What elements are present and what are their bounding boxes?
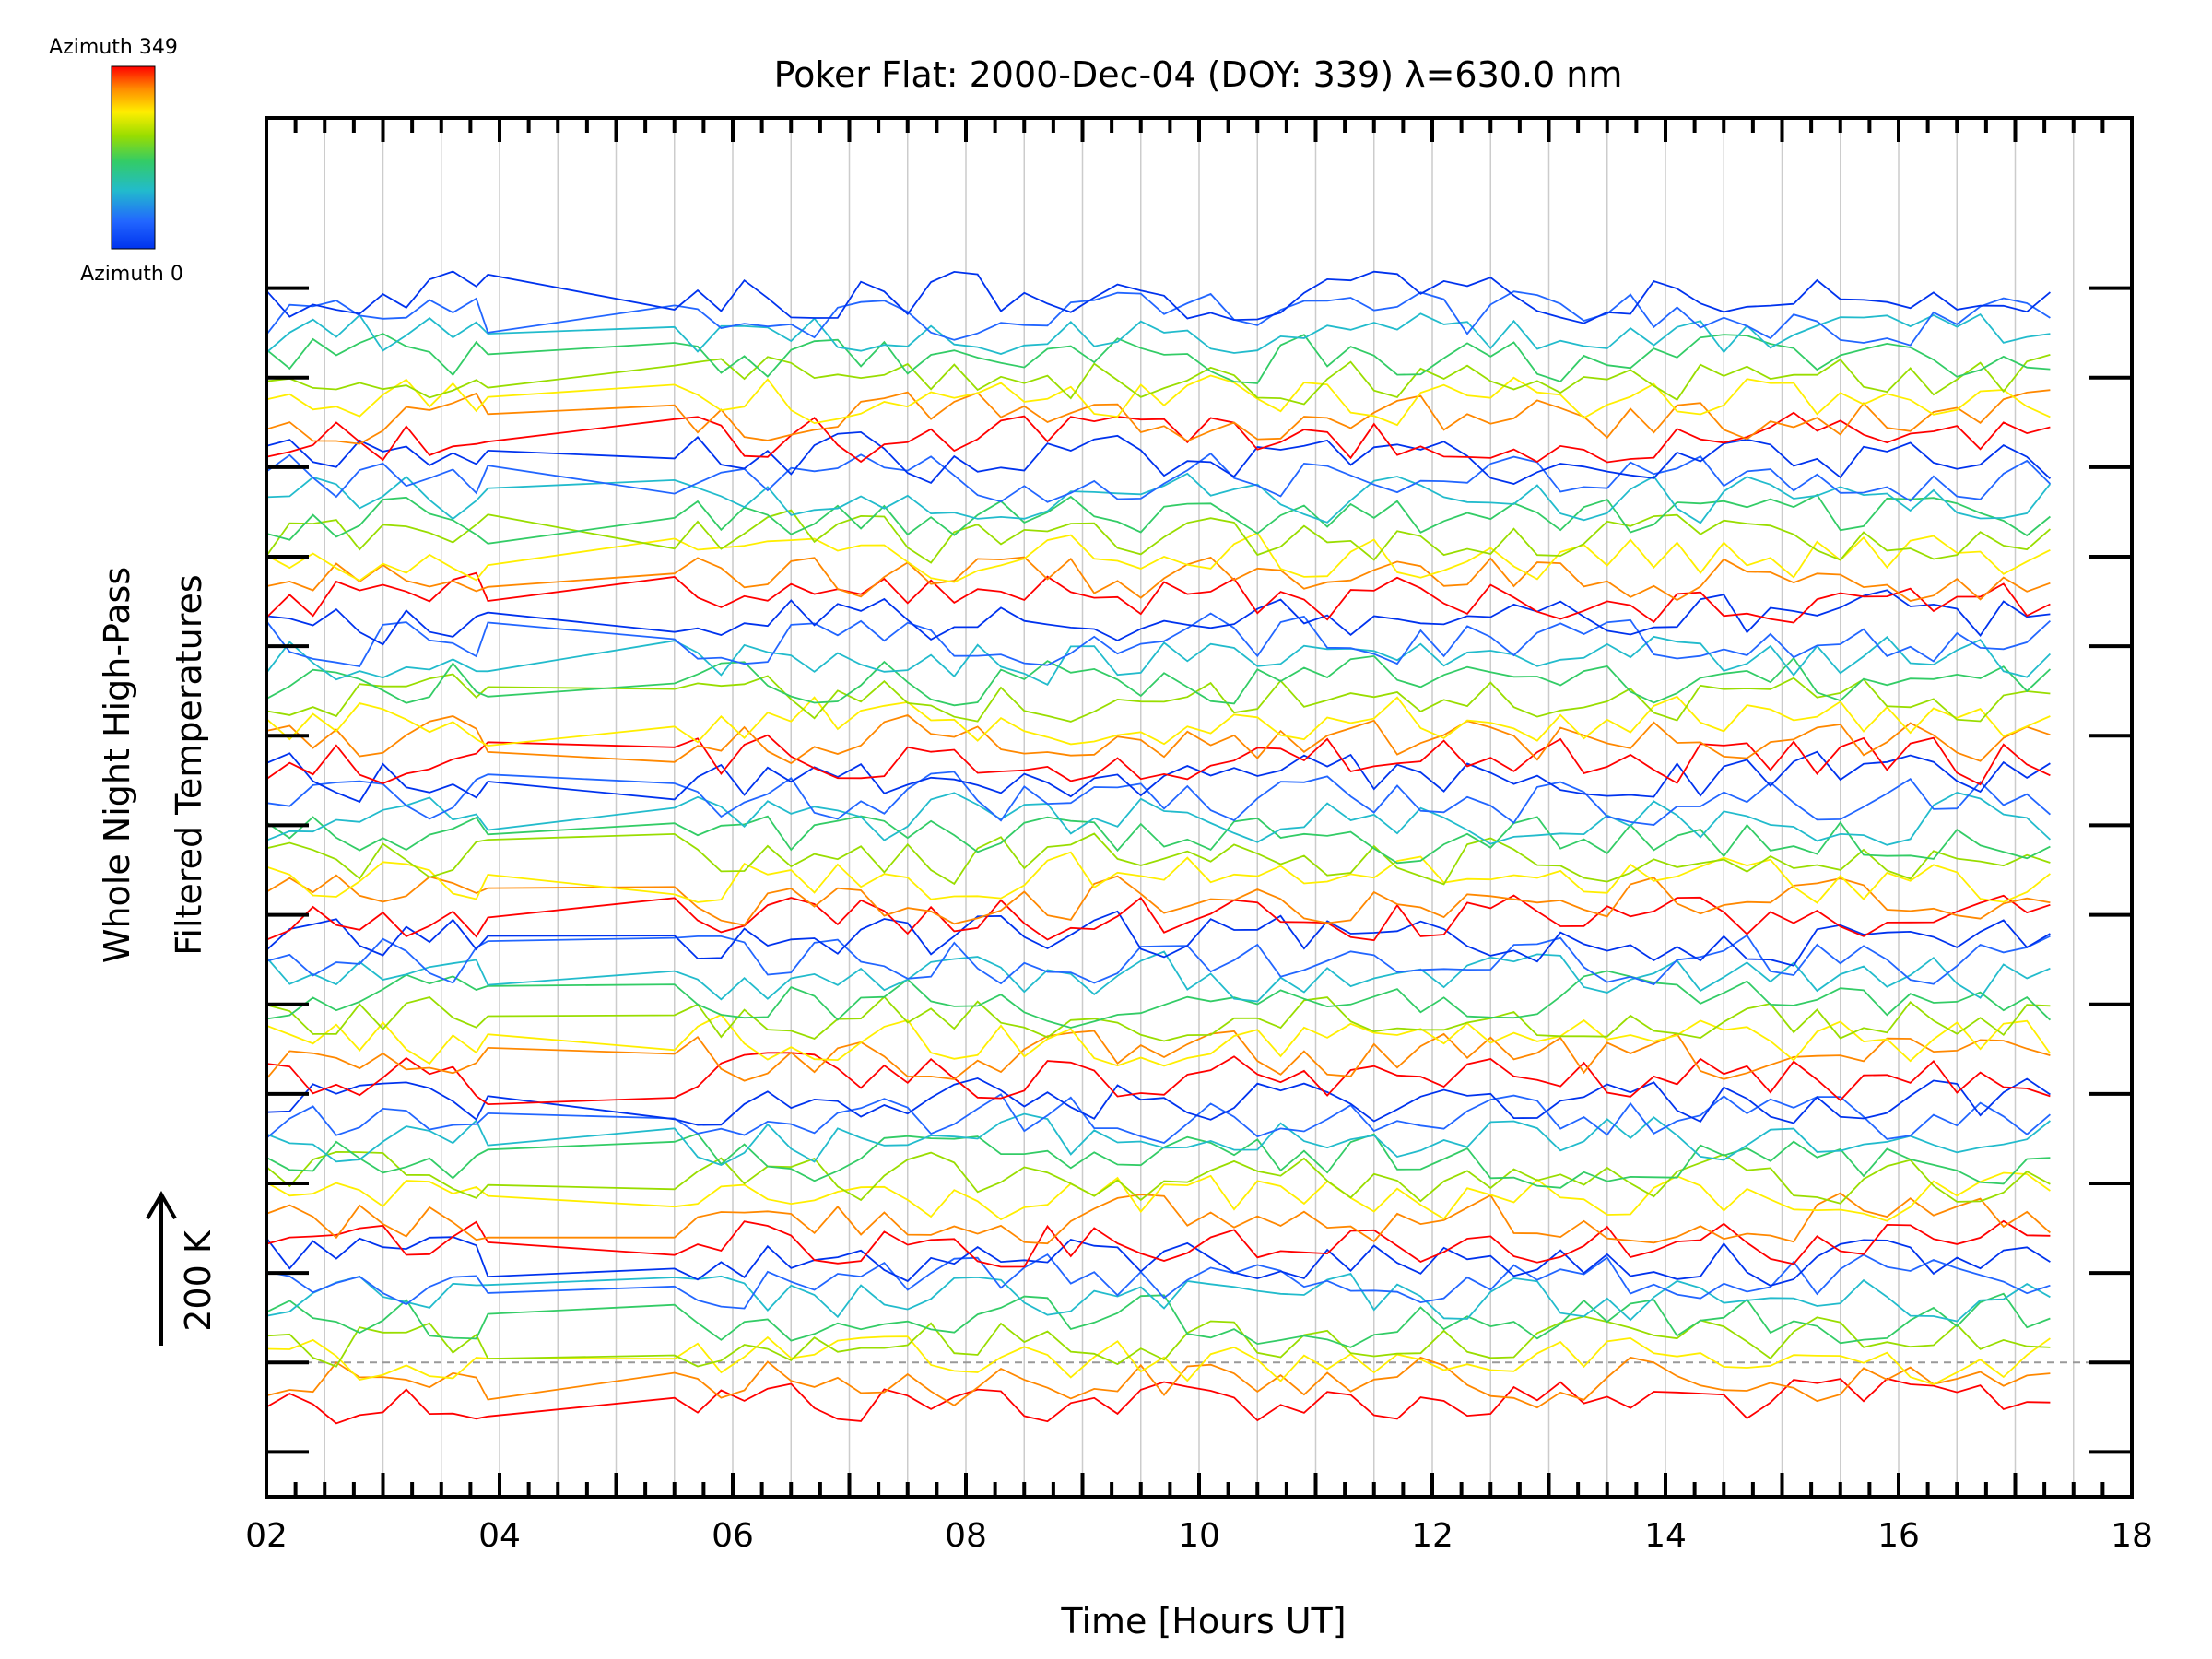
temperature-trace bbox=[265, 354, 2051, 406]
temperature-trace bbox=[265, 714, 2051, 765]
temperature-trace bbox=[265, 750, 2051, 804]
chart-title: Poker Flat: 2000-Dec-04 (DOY: 339) λ=630… bbox=[774, 54, 1623, 95]
temperature-trace bbox=[265, 374, 2051, 427]
temperature-trace bbox=[265, 734, 2051, 786]
temperature-trace bbox=[265, 1133, 2051, 1189]
temperature-trace bbox=[265, 851, 2051, 904]
temperature-trace bbox=[265, 1112, 2051, 1166]
temperature-trace bbox=[265, 654, 2052, 707]
temperature-trace bbox=[265, 995, 2051, 1042]
temperature-trace bbox=[265, 312, 2051, 355]
temperature-trace bbox=[265, 1315, 2051, 1368]
temperature-trace bbox=[265, 589, 2051, 646]
temperature-trace bbox=[265, 1356, 2051, 1409]
temperature-trace bbox=[265, 1192, 2051, 1245]
temperature-trace bbox=[265, 673, 2051, 723]
grid-lines bbox=[324, 118, 2075, 1497]
y-axis-title-line1: Whole Night High-Pass bbox=[97, 567, 137, 963]
temperature-trace bbox=[265, 1236, 2051, 1287]
y-axis-title-line2: Filtered Temperatures bbox=[169, 574, 209, 955]
colorbar-gradient bbox=[111, 65, 156, 250]
temperature-trace bbox=[265, 472, 2052, 524]
temperature-trace bbox=[265, 1272, 2051, 1323]
x-axis-title: Time [Hours UT] bbox=[1060, 1601, 1346, 1641]
temperature-trace bbox=[265, 493, 2051, 545]
temperature-trace bbox=[265, 531, 2051, 583]
scale-indicator: 200 K bbox=[146, 1190, 218, 1346]
x-tick-label: 02 bbox=[245, 1517, 288, 1555]
temperature-trace bbox=[265, 970, 2052, 1029]
temperature-trace bbox=[265, 832, 2051, 886]
temperature-trace bbox=[265, 1377, 2051, 1425]
temperature-trace bbox=[265, 815, 2051, 865]
temperature-trace bbox=[265, 1219, 2051, 1268]
temperature-trace bbox=[265, 333, 2051, 384]
x-tick-label: 14 bbox=[1644, 1517, 1687, 1555]
temperature-trace bbox=[265, 1292, 2051, 1348]
temperature-trace bbox=[265, 1150, 2051, 1205]
scale-label: 200 K bbox=[178, 1230, 218, 1332]
x-tick-label: 18 bbox=[2111, 1517, 2153, 1555]
x-tick-label: 10 bbox=[1178, 1517, 1220, 1555]
temperature-trace bbox=[265, 1052, 2051, 1106]
temperature-trace bbox=[265, 389, 2051, 445]
temperature-trace bbox=[265, 950, 2051, 1003]
series-lines bbox=[265, 270, 2052, 1425]
temperature-trace bbox=[265, 792, 2052, 846]
temperature-trace bbox=[265, 771, 2051, 826]
temperature-trace bbox=[265, 1030, 2051, 1082]
temperature-trace bbox=[265, 509, 2051, 564]
temperature-trace bbox=[265, 910, 2051, 967]
temperature-trace bbox=[265, 612, 2052, 667]
temperature-trace bbox=[265, 1013, 2052, 1067]
temperature-trace bbox=[265, 934, 2051, 986]
temperature-trace bbox=[265, 695, 2051, 747]
temperature-trace bbox=[265, 1335, 2051, 1385]
temperature-trace bbox=[265, 556, 2051, 602]
colorbar-top-label: Azimuth 349 bbox=[49, 36, 178, 59]
temperature-trace bbox=[265, 430, 2052, 485]
temperature-trace bbox=[265, 1077, 2051, 1126]
colorbar-bottom-label: Azimuth 0 bbox=[80, 263, 183, 286]
temperature-trace bbox=[265, 452, 2052, 503]
axis-ticks: 02 04 06 08 10 12 14 16 18 bbox=[245, 118, 2153, 1555]
temperature-trace bbox=[265, 635, 2052, 686]
temperature-trace bbox=[265, 1093, 2051, 1144]
x-tick-label: 04 bbox=[478, 1517, 521, 1555]
x-tick-label: 12 bbox=[1411, 1517, 1453, 1555]
temperature-trace bbox=[265, 571, 2051, 624]
x-tick-label: 16 bbox=[1877, 1517, 1920, 1555]
temperature-trace bbox=[265, 874, 2051, 926]
x-tick-label: 08 bbox=[945, 1517, 987, 1555]
temperature-trace bbox=[265, 1171, 2051, 1222]
temperature-trace bbox=[265, 270, 2051, 324]
colorbar: Azimuth 349 Azimuth 0 bbox=[49, 36, 183, 286]
scale-arrow-head bbox=[146, 1190, 177, 1219]
x-tick-label: 06 bbox=[712, 1517, 754, 1555]
